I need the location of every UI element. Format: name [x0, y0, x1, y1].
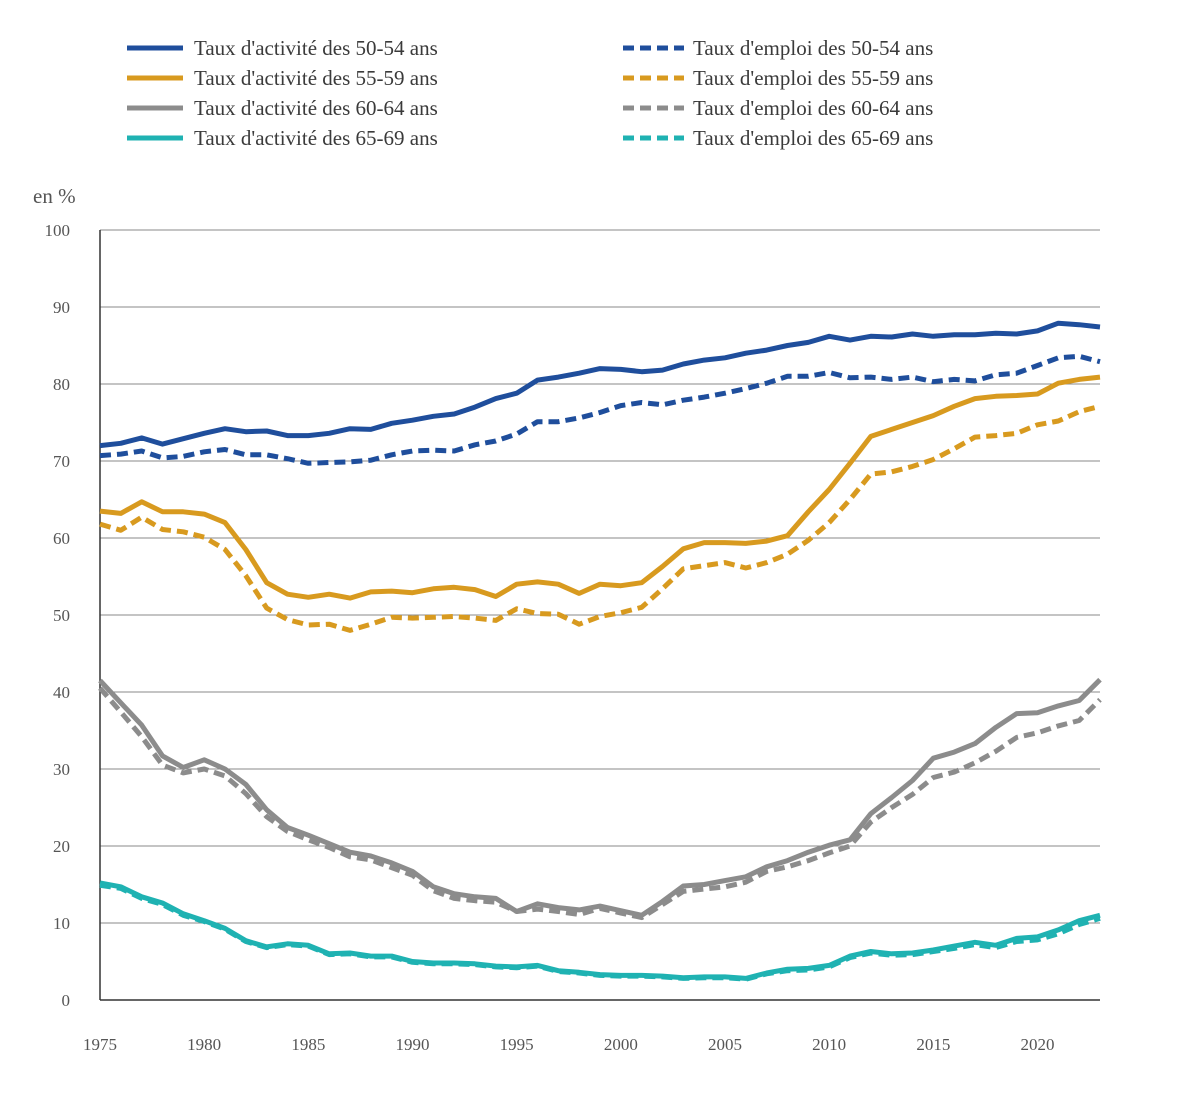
- y-tick-label: 50: [53, 606, 70, 625]
- y-tick-label: 60: [53, 529, 70, 548]
- series-line-taux-d-activit-des-55-59-ans: [99, 374, 1101, 601]
- series-lines: [98, 320, 1102, 982]
- x-tick-label: 2020: [1021, 1035, 1055, 1054]
- y-tick-label: 10: [53, 914, 70, 933]
- series-line-taux-d-emploi-des-65-69-ans: [99, 882, 1101, 982]
- series-line-taux-d-activit-des-65-69-ans: [99, 880, 1101, 981]
- legend-label: Taux d'emploi des 55-59 ans: [693, 66, 933, 90]
- x-tick-label: 1975: [83, 1035, 117, 1054]
- tick-labels: 0 10 20 30 40 50 60 70 80 90 100 1975 1980 1985 1990 19…: [45, 221, 1055, 1054]
- x-tick-label: 1980: [187, 1035, 221, 1054]
- series-line-taux-d-emploi-des-55-59-ans: [99, 403, 1101, 633]
- y-tick-label: 80: [53, 375, 70, 394]
- y-tick-label: 0: [62, 991, 71, 1010]
- series-line-taux-d-emploi-des-50-54-ans: [99, 353, 1101, 466]
- y-tick-label: 90: [53, 298, 70, 317]
- y-tick-label: 40: [53, 683, 70, 702]
- y-tick-label: 100: [45, 221, 71, 240]
- legend-label: Taux d'activité des 55-59 ans: [194, 66, 438, 90]
- legend-label: Taux d'activité des 65-69 ans: [194, 126, 438, 150]
- series-line-taux-d-emploi-des-60-64-ans: [98, 686, 1102, 921]
- legend-label: Taux d'activité des 50-54 ans: [194, 36, 438, 60]
- x-tick-label: 1990: [396, 1035, 430, 1054]
- y-axis-unit-label: en %: [33, 184, 76, 208]
- series-line-taux-d-activit-des-50-54-ans: [99, 320, 1101, 449]
- legend-label: Taux d'emploi des 50-54 ans: [693, 36, 933, 60]
- x-tick-label: 2015: [916, 1035, 950, 1054]
- y-tick-label: 70: [53, 452, 70, 471]
- legend-label: Taux d'emploi des 60-64 ans: [693, 96, 933, 120]
- y-tick-label: 20: [53, 837, 70, 856]
- y-tick-label: 30: [53, 760, 70, 779]
- x-tick-label: 1995: [500, 1035, 534, 1054]
- x-tick-label: 2010: [812, 1035, 846, 1054]
- legend-label: Taux d'emploi des 65-69 ans: [693, 126, 933, 150]
- x-tick-label: 2005: [708, 1035, 742, 1054]
- legend: Taux d'activité des 50-54 ans Taux d'empl…: [127, 36, 933, 150]
- axes: [99, 230, 1100, 1001]
- x-tick-label: 2000: [604, 1035, 638, 1054]
- legend-label: Taux d'activité des 60-64 ans: [194, 96, 438, 120]
- x-tick-label: 1985: [291, 1035, 325, 1054]
